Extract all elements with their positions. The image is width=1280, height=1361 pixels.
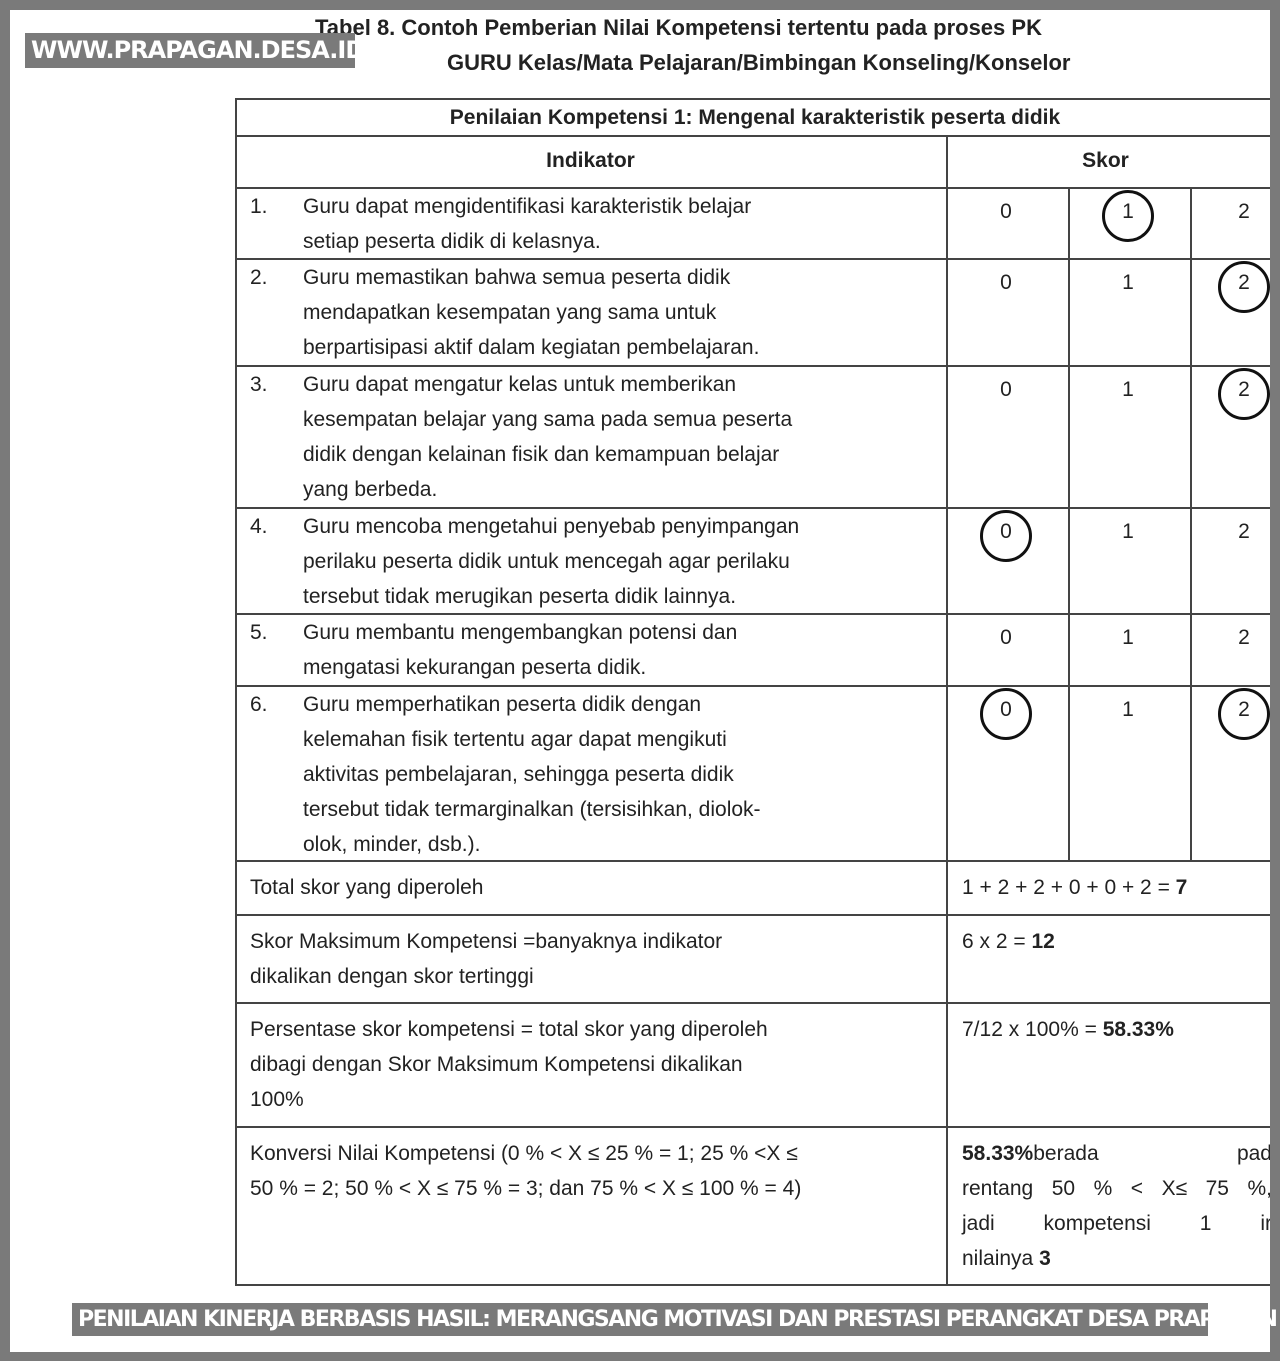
score-option-1: 1: [1122, 378, 1134, 401]
score-option-1: 1: [1122, 271, 1134, 294]
max-label: dikalikan dengan skor tertinggi: [250, 965, 534, 988]
indicator-text: didik dengan kelainan fisik dan kemampua…: [303, 443, 780, 466]
indicator-text: yang berbeda.: [303, 478, 438, 501]
table-border: [235, 135, 1270, 137]
indicator-text: olok, minder, dsb.).: [303, 833, 481, 856]
score-option-2: 2: [1238, 520, 1250, 543]
table-heading: Penilaian Kompetensi 1: Mengenal karakte…: [449, 106, 1061, 129]
table-border: [235, 98, 1270, 100]
conversion-result: nilainya 3: [962, 1247, 1051, 1270]
selected-score-circle: [1218, 368, 1270, 420]
table-border: [235, 860, 1270, 862]
table-border: [1190, 187, 1192, 860]
percentage-label: Persentase skor kompetensi = total skor …: [250, 1018, 768, 1041]
percentage-value: 7/12 x 100% = 58.33%: [962, 1018, 1174, 1041]
table-border: [235, 258, 1270, 260]
selected-score-circle: [1218, 688, 1270, 740]
watermark-caption: PENILAIAN KINERJA BERBASIS HASIL: MERANG…: [72, 1303, 1278, 1336]
bold-value: 7: [1175, 876, 1188, 899]
indicator-text: setiap peserta didik di kelasnya.: [303, 230, 601, 253]
indicator-text: aktivitas pembelajaran, sehingga peserta…: [303, 763, 734, 786]
max-label: Skor Maksimum Kompetensi =banyaknya indi…: [250, 930, 723, 953]
indicator-text: Guru mencoba mengetahui penyebab penyimp…: [303, 515, 800, 538]
indicator-text: kesempatan belajar yang sama pada semua …: [303, 408, 793, 431]
total-value: 1 + 2 + 2 + 0 + 0 + 2 = 7: [962, 876, 1188, 899]
score-option-2: 2: [1238, 626, 1250, 649]
conversion-label: 50 % = 2; 50 % < X ≤ 75 % = 3; dan 75 % …: [250, 1177, 802, 1200]
percentage-label: dibagi dengan Skor Maksimum Kompetensi d…: [250, 1053, 743, 1076]
table-border: [235, 1126, 1270, 1128]
table-border: [235, 1002, 1270, 1004]
indicator-text: tersebut tidak termarginalkan (tersisihk…: [303, 798, 761, 821]
indicator-text: Guru dapat mengatur kelas untuk memberik…: [303, 373, 737, 396]
score-option-0: 0: [1000, 626, 1012, 649]
percentage-label: 100%: [250, 1088, 304, 1111]
indicator-number: 2.: [250, 266, 268, 289]
selected-score-circle: [1102, 190, 1154, 242]
table-border: [235, 613, 1270, 615]
table-border: [235, 365, 1270, 367]
indicator-text: kelemahan fisik tertentu agar dapat meng…: [303, 728, 727, 751]
score-option-1: 1: [1122, 520, 1134, 543]
max-value: 6 x 2 = 12: [962, 930, 1055, 953]
conversion-result: 58.33%berada pad: [962, 1136, 1270, 1171]
score-option-1: 1: [1122, 698, 1134, 721]
selected-score-circle: [1218, 261, 1270, 313]
total-label: Total skor yang diperoleh: [250, 876, 484, 899]
document-page: Tabel 8. Contoh Pemberian Nilai Kompeten…: [10, 10, 1270, 1352]
indicator-text: mengatasi kekurangan peserta didik.: [303, 656, 647, 679]
table-border: [235, 98, 237, 1286]
indicator-text: berpartisipasi aktif dalam kegiatan pemb…: [303, 336, 760, 359]
table-border: [235, 914, 1270, 916]
conversion-result: jadi kompetensi 1 ir: [962, 1212, 1270, 1235]
indicator-number: 4.: [250, 515, 268, 538]
indicator-number: 1.: [250, 195, 268, 218]
watermark-site: WWW.PRAPAGAN.DESA.ID: [25, 33, 365, 68]
indicator-number: 5.: [250, 621, 268, 644]
table-border: [1068, 187, 1070, 860]
table-border: [946, 135, 948, 1284]
score-option-1: 1: [1122, 626, 1134, 649]
selected-score-circle: [980, 510, 1032, 562]
score-option-0: 0: [1000, 378, 1012, 401]
conversion-label: Konversi Nilai Kompetensi (0 % < X ≤ 25 …: [250, 1142, 798, 1165]
column-header-indikator: Indikator: [546, 149, 635, 172]
table-border: [235, 685, 1270, 687]
conversion-result: rentang 50 % < X≤ 75 %,: [962, 1177, 1270, 1200]
table-border: [235, 1284, 1270, 1286]
indicator-text: Guru membantu mengembangkan potensi dan: [303, 621, 738, 644]
conversion-result-text: berada pad: [1033, 1142, 1270, 1165]
indicator-text: perilaku peserta didik untuk mencegah ag…: [303, 550, 790, 573]
table-title-line2: GURU Kelas/Mata Pelajaran/Bimbingan Kons…: [447, 50, 1071, 75]
score-option-0: 0: [1000, 200, 1012, 223]
bold-value: 58.33%: [962, 1142, 1034, 1165]
bold-value: 3: [1039, 1247, 1051, 1270]
bold-value: 58.33%: [1102, 1018, 1174, 1041]
indicator-text: Guru dapat mengidentifikasi karakteristi…: [303, 195, 752, 218]
bold-value: 12: [1031, 930, 1055, 953]
indicator-text: Guru memperhatikan peserta didik dengan: [303, 693, 702, 716]
score-option-2: 2: [1238, 200, 1250, 223]
indicator-text: mendapatkan kesempatan yang sama untuk: [303, 301, 717, 324]
indicator-text: Guru memastikan bahwa semua peserta didi…: [303, 266, 731, 289]
indicator-text: tersebut tidak merugikan peserta didik l…: [303, 585, 737, 608]
indicator-number: 6.: [250, 693, 268, 716]
score-option-0: 0: [1000, 271, 1012, 294]
indicator-number: 3.: [250, 373, 268, 396]
table-border: [235, 507, 1270, 509]
selected-score-circle: [980, 688, 1032, 740]
table-border: [235, 187, 1270, 189]
table-title-line1: Tabel 8. Contoh Pemberian Nilai Kompeten…: [315, 15, 1042, 40]
column-header-skor: Skor: [1082, 149, 1129, 172]
